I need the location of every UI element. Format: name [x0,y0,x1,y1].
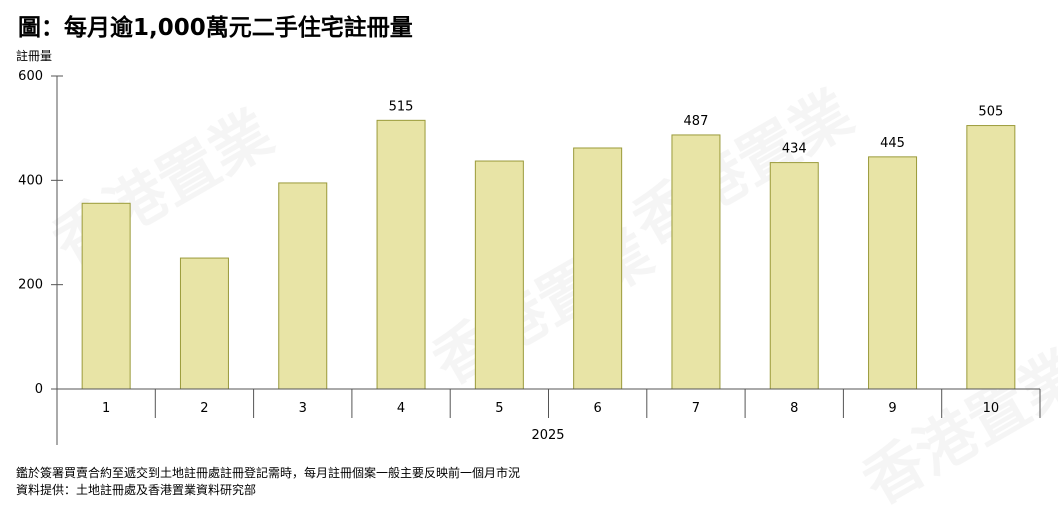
y-axis: 0 200 400 600 [18,69,63,445]
x-tick-label: 3 [299,401,307,416]
footnote: 鑑於簽署買賣合約至遞交到土地註冊處註冊登記需時，每月註冊個案一般主要反映前一個月… [16,466,521,480]
bar [278,182,328,390]
y-tick-label: 400 [18,173,43,188]
y-tick-label: 0 [35,382,43,397]
y-axis-label: 註冊量 [16,49,52,63]
source-note: 資料提供：土地註冊處及香港置業資料研究部 [16,483,257,497]
y-tick-label: 600 [18,69,43,84]
bar [474,160,524,390]
x-axis-label: 2025 [531,428,564,443]
x-tick-label: 9 [888,401,896,416]
data-label: 515 [389,99,414,114]
data-label: 487 [684,114,709,129]
x-tick-label: 5 [495,401,503,416]
bars: 515 487 434 445 505 [81,99,1016,390]
bar [81,202,131,390]
x-tick-label: 6 [594,401,602,416]
x-axis: 1 2 3 4 5 6 7 8 9 10 [57,388,1041,418]
data-label: 505 [978,105,1003,120]
data-label: 434 [782,142,807,157]
bar [376,119,426,390]
x-tick-label: 7 [692,401,700,416]
bar [769,162,819,390]
x-tick-label: 8 [790,401,798,416]
x-tick-label: 10 [983,401,1000,416]
bar [573,147,623,390]
y-tick-label: 200 [18,278,43,293]
bar [966,125,1016,390]
bar [179,257,229,390]
data-label: 445 [880,136,905,151]
x-tick-label: 1 [102,401,110,416]
x-tick-label: 4 [397,401,405,416]
chart-title: 圖：每月逾1,000萬元二手住宅註冊量 [18,15,413,41]
x-tick-label: 2 [200,401,208,416]
bar [671,134,721,390]
bar-chart: 註冊量 0 200 400 600 515 487 434 445 505 1 2 3 4 5 6 7 8 9… [16,49,1041,445]
bar [868,156,918,390]
